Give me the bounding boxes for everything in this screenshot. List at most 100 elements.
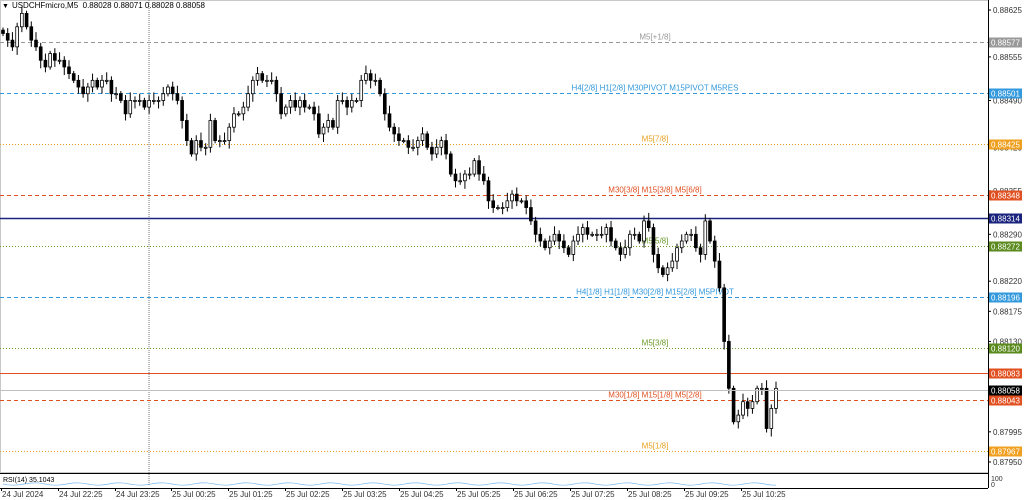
candle-body bbox=[1, 29, 5, 34]
level-label: M5[7/8] bbox=[642, 135, 669, 144]
candle bbox=[618, 242, 623, 262]
time-tick-label: 25 Jul 09:25 bbox=[685, 490, 729, 499]
price-tick-label: 0.88490 bbox=[993, 96, 1022, 105]
candle bbox=[100, 74, 104, 94]
rsi-label: RSI(14) 35.1043 bbox=[3, 477, 54, 484]
candle-body bbox=[53, 53, 57, 61]
candle-body bbox=[236, 113, 241, 116]
candle bbox=[694, 226, 698, 252]
candle bbox=[646, 212, 651, 232]
candle-body bbox=[656, 254, 660, 269]
candle-body bbox=[387, 113, 392, 128]
time-tick-label: 25 Jul 04:25 bbox=[400, 490, 444, 499]
candle bbox=[571, 235, 576, 262]
candle bbox=[189, 137, 194, 157]
candle bbox=[316, 105, 321, 138]
candle bbox=[241, 101, 246, 121]
candle bbox=[538, 227, 543, 247]
candle bbox=[656, 247, 660, 274]
time-tick-label: 25 Jul 03:25 bbox=[343, 490, 387, 499]
candle bbox=[533, 216, 538, 243]
candle bbox=[632, 227, 637, 240]
candle-body bbox=[222, 140, 227, 142]
candle bbox=[236, 111, 241, 117]
candle bbox=[20, 6, 24, 33]
candle bbox=[364, 65, 368, 85]
candle bbox=[411, 139, 415, 152]
candle bbox=[382, 88, 387, 121]
candle-body bbox=[585, 227, 590, 235]
candle bbox=[114, 87, 118, 100]
candle-body bbox=[90, 79, 95, 88]
candle-body bbox=[430, 146, 434, 155]
candle bbox=[496, 204, 500, 211]
candle bbox=[717, 253, 722, 292]
candle-body bbox=[552, 233, 557, 242]
candle-body bbox=[114, 93, 118, 96]
price-tick-label: 0.88175 bbox=[993, 307, 1022, 316]
candle-body bbox=[109, 79, 114, 95]
candle-body bbox=[580, 227, 585, 235]
candle-body bbox=[722, 287, 726, 342]
price-tick-label: 0.87995 bbox=[993, 428, 1022, 437]
candle-body bbox=[623, 247, 627, 255]
candle bbox=[689, 228, 693, 242]
candle-body bbox=[741, 401, 745, 416]
candle bbox=[53, 48, 57, 67]
candle bbox=[444, 133, 448, 160]
candle-body bbox=[269, 79, 274, 82]
candle bbox=[439, 136, 444, 156]
triangle-down-icon[interactable]: ▼ bbox=[2, 3, 9, 10]
candle bbox=[331, 117, 335, 130]
candle-body bbox=[679, 240, 684, 249]
candle-body bbox=[519, 200, 524, 203]
candle bbox=[764, 380, 769, 433]
level-label: M5[3/8] bbox=[642, 339, 669, 348]
candle bbox=[703, 214, 708, 260]
rsi-line bbox=[2, 482, 777, 486]
candle bbox=[354, 97, 359, 104]
candle bbox=[755, 385, 759, 405]
candle bbox=[307, 104, 312, 110]
candle-body bbox=[646, 220, 651, 229]
candle-body bbox=[397, 133, 401, 141]
candle-body bbox=[458, 180, 463, 183]
candle bbox=[505, 192, 510, 212]
price-badge bbox=[989, 213, 1022, 224]
candle-body bbox=[293, 100, 298, 108]
candle bbox=[434, 139, 439, 159]
rsi-scale-bottom: 0 bbox=[991, 482, 995, 489]
candle-body bbox=[698, 247, 703, 255]
candle-body bbox=[331, 120, 335, 128]
candle-body bbox=[467, 173, 472, 176]
candle-body bbox=[100, 79, 104, 88]
candle bbox=[741, 393, 745, 420]
candle bbox=[698, 243, 703, 263]
time-tick-label: 25 Jul 06:25 bbox=[514, 490, 558, 499]
candle bbox=[109, 76, 114, 102]
candle bbox=[29, 21, 34, 47]
candle-body bbox=[425, 133, 430, 148]
candle-body bbox=[166, 86, 170, 95]
candle-body bbox=[406, 140, 411, 148]
candle-body bbox=[675, 247, 679, 262]
candle-body bbox=[104, 79, 109, 82]
price-badge bbox=[989, 88, 1022, 99]
candle-body bbox=[491, 200, 496, 208]
candle-body bbox=[227, 126, 232, 141]
candle bbox=[1, 27, 5, 37]
candle-body bbox=[500, 207, 505, 209]
candle-body bbox=[302, 100, 307, 108]
candle bbox=[590, 231, 594, 238]
candle-body bbox=[67, 66, 71, 75]
candle-body bbox=[368, 73, 373, 81]
candle-body bbox=[769, 407, 774, 429]
candle bbox=[203, 143, 208, 156]
candle bbox=[708, 218, 712, 244]
candle bbox=[298, 96, 302, 116]
candle-body bbox=[241, 106, 246, 115]
candle bbox=[260, 70, 265, 84]
time-tick-label: 25 Jul 10:25 bbox=[742, 490, 786, 499]
